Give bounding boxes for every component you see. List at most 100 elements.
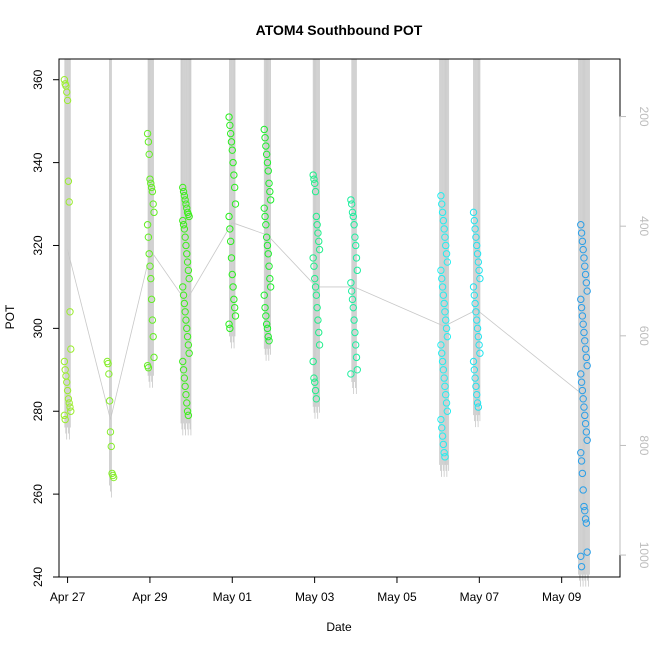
- data-point: [577, 552, 585, 560]
- data-point: [264, 250, 272, 258]
- data-point: [261, 212, 269, 221]
- data-point: [474, 258, 483, 266]
- data-point: [145, 250, 153, 258]
- data-point: [65, 198, 73, 206]
- data-point: [348, 295, 357, 304]
- data-point: [183, 332, 192, 341]
- y-tick-label: 260: [31, 484, 45, 504]
- right-tick-label: 400: [637, 216, 650, 236]
- data-point: [577, 370, 585, 378]
- data-point: [315, 237, 323, 246]
- data-point: [150, 208, 158, 217]
- data-point: [227, 138, 236, 146]
- data-point: [441, 308, 449, 316]
- data-point: [472, 308, 480, 316]
- y-tick-label: 300: [31, 318, 45, 338]
- data-point: [147, 295, 156, 304]
- data-point: [579, 245, 587, 254]
- data-point: [312, 291, 321, 299]
- data-point: [61, 415, 69, 424]
- data-point: [225, 113, 233, 121]
- data-point: [229, 158, 237, 167]
- x-axis: Apr 27 Apr 29 May 01 May 03 May 05 May 07 May …: [50, 577, 582, 604]
- data-point: [347, 200, 356, 208]
- data-point: [182, 316, 190, 324]
- data-point: [469, 283, 478, 291]
- data-point: [581, 411, 589, 420]
- data-point: [581, 270, 590, 279]
- data-point: [266, 187, 274, 196]
- data-point: [262, 320, 271, 328]
- data-point: [581, 262, 589, 270]
- data-point: [64, 177, 73, 185]
- data-point: [476, 349, 484, 357]
- data-point: [260, 125, 268, 134]
- data-point: [262, 233, 271, 241]
- data-point: [579, 395, 587, 403]
- data-point: [265, 179, 273, 188]
- data-point: [470, 291, 479, 299]
- data-point: [437, 192, 445, 200]
- data-point: [311, 386, 320, 395]
- data-point: [104, 359, 112, 368]
- y-tick-label: 280: [31, 401, 45, 421]
- data-point: [149, 332, 157, 341]
- data-point: [311, 274, 319, 283]
- data-point: [314, 229, 322, 237]
- data-point: [438, 274, 446, 283]
- data-point: [311, 187, 320, 196]
- data-point: [442, 316, 450, 324]
- data-point: [582, 353, 591, 362]
- data-point: [150, 353, 158, 362]
- data-point: [347, 279, 355, 287]
- data-point: [443, 258, 452, 266]
- data-point: [470, 216, 479, 225]
- data-point: [351, 233, 359, 241]
- data-point: [143, 221, 152, 229]
- data-point: [581, 506, 589, 515]
- data-point: [180, 225, 189, 233]
- data-point: [581, 419, 590, 428]
- data-point: [230, 171, 238, 179]
- data-point: [266, 196, 275, 204]
- data-point: [440, 374, 448, 382]
- x-tick-label: May 05: [377, 590, 417, 604]
- data-point: [315, 245, 324, 254]
- data-point: [475, 266, 483, 275]
- data-point: [439, 291, 448, 299]
- data-point: [264, 167, 272, 175]
- data-point: [63, 96, 72, 105]
- data-point: [470, 366, 479, 374]
- data-point: [350, 221, 358, 229]
- x-tick-label: May 03: [295, 590, 335, 604]
- data-point: [180, 192, 189, 200]
- data-point: [583, 361, 591, 370]
- data-point: [474, 332, 483, 341]
- data-point: [183, 250, 191, 258]
- data-point: [262, 221, 270, 229]
- data-point: [309, 254, 317, 262]
- right-tick-label: 800: [637, 435, 650, 455]
- data-point: [106, 428, 115, 436]
- data-point: [473, 316, 481, 324]
- data-point: [473, 241, 481, 250]
- data-point: [146, 175, 154, 183]
- data-point: [581, 515, 590, 523]
- data-point: [261, 303, 269, 312]
- data-point: [439, 216, 448, 225]
- data-point: [226, 237, 235, 246]
- data-point: [179, 283, 187, 291]
- data-point: [185, 274, 193, 283]
- data-point: [230, 183, 239, 192]
- data-point: [474, 403, 483, 411]
- data-point: [347, 287, 356, 295]
- data-point: [440, 299, 448, 308]
- data-point: [260, 291, 268, 299]
- data-point: [231, 312, 240, 320]
- data-point: [438, 349, 446, 357]
- data-point: [476, 274, 484, 283]
- data-point: [179, 357, 187, 366]
- data-point: [438, 208, 447, 217]
- data-point: [230, 303, 239, 312]
